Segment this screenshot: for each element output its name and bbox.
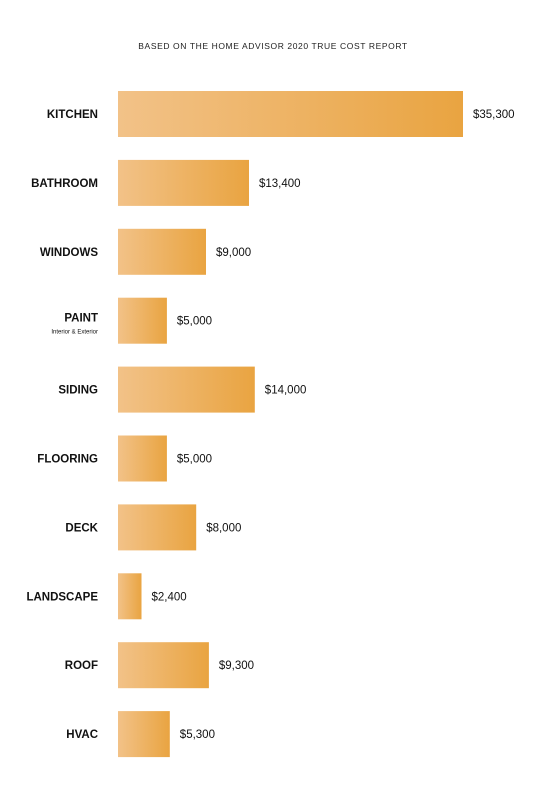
category-label-bathroom: BATHROOM bbox=[31, 178, 98, 190]
bar-paint bbox=[118, 297, 167, 344]
value-label-windows: $9,000 bbox=[216, 247, 251, 259]
category-label-flooring: FLOORING bbox=[37, 454, 98, 466]
category-label-roof: ROOF bbox=[65, 660, 98, 672]
category-label-paint: PAINT bbox=[64, 313, 98, 325]
category-label-siding: SIDING bbox=[58, 385, 98, 397]
bar-kitchen bbox=[118, 91, 463, 137]
category-label-landscape: LANDSCAPE bbox=[26, 591, 98, 603]
value-label-deck: $8,000 bbox=[206, 522, 241, 534]
value-label-flooring: $5,000 bbox=[177, 454, 212, 466]
value-label-landscape: $2,400 bbox=[152, 591, 187, 603]
value-label-siding: $14,000 bbox=[265, 385, 307, 397]
value-label-kitchen: $35,300 bbox=[473, 109, 515, 121]
value-label-bathroom: $13,400 bbox=[259, 178, 301, 190]
bar-bathroom bbox=[118, 159, 249, 206]
bar-windows bbox=[118, 228, 206, 275]
value-label-paint: $5,000 bbox=[177, 316, 212, 328]
category-label-kitchen: KITCHEN bbox=[47, 109, 98, 121]
category-sublabel-paint: Interior & Exterior bbox=[51, 330, 98, 336]
chart-subtitle: BASED ON THE HOME ADVISOR 2020 TRUE COST… bbox=[138, 41, 408, 51]
bar-roof bbox=[118, 642, 209, 689]
category-label-hvac: HVAC bbox=[66, 729, 98, 741]
category-label-deck: DECK bbox=[65, 522, 98, 534]
bar-siding bbox=[118, 366, 255, 413]
category-label-windows: WINDOWS bbox=[40, 247, 98, 259]
value-label-roof: $9,300 bbox=[219, 660, 254, 672]
bar-landscape bbox=[118, 573, 142, 620]
bar-flooring bbox=[118, 435, 167, 482]
bars-group: KITCHEN $35,300 BATHROOM $13,400 WINDOWS $9,0… bbox=[26, 91, 515, 758]
bar-deck bbox=[118, 504, 197, 551]
value-label-hvac: $5,300 bbox=[180, 729, 215, 741]
bar-hvac bbox=[118, 711, 170, 758]
